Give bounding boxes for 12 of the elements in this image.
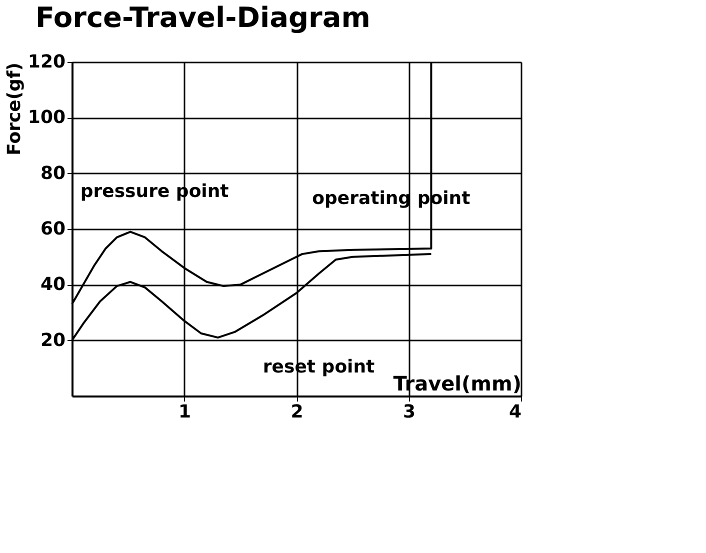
y-tick-label: 80: [40, 162, 66, 184]
y-axis-title: Force(gf): [4, 62, 25, 156]
x-tick-label: 3: [402, 402, 416, 422]
x-tick-label: 2: [290, 402, 304, 422]
y-tick-label: 100: [28, 107, 66, 128]
y-tick-label: 120: [28, 52, 66, 72]
chart-title: Force-Travel-Diagram: [35, 1, 370, 34]
y-tick-label: 60: [40, 218, 66, 240]
x-tick-label: 1: [178, 402, 192, 422]
y-tick-label: 40: [40, 274, 66, 296]
x-tick-label: 4: [508, 402, 522, 422]
y-tick-label: 20: [40, 330, 66, 351]
